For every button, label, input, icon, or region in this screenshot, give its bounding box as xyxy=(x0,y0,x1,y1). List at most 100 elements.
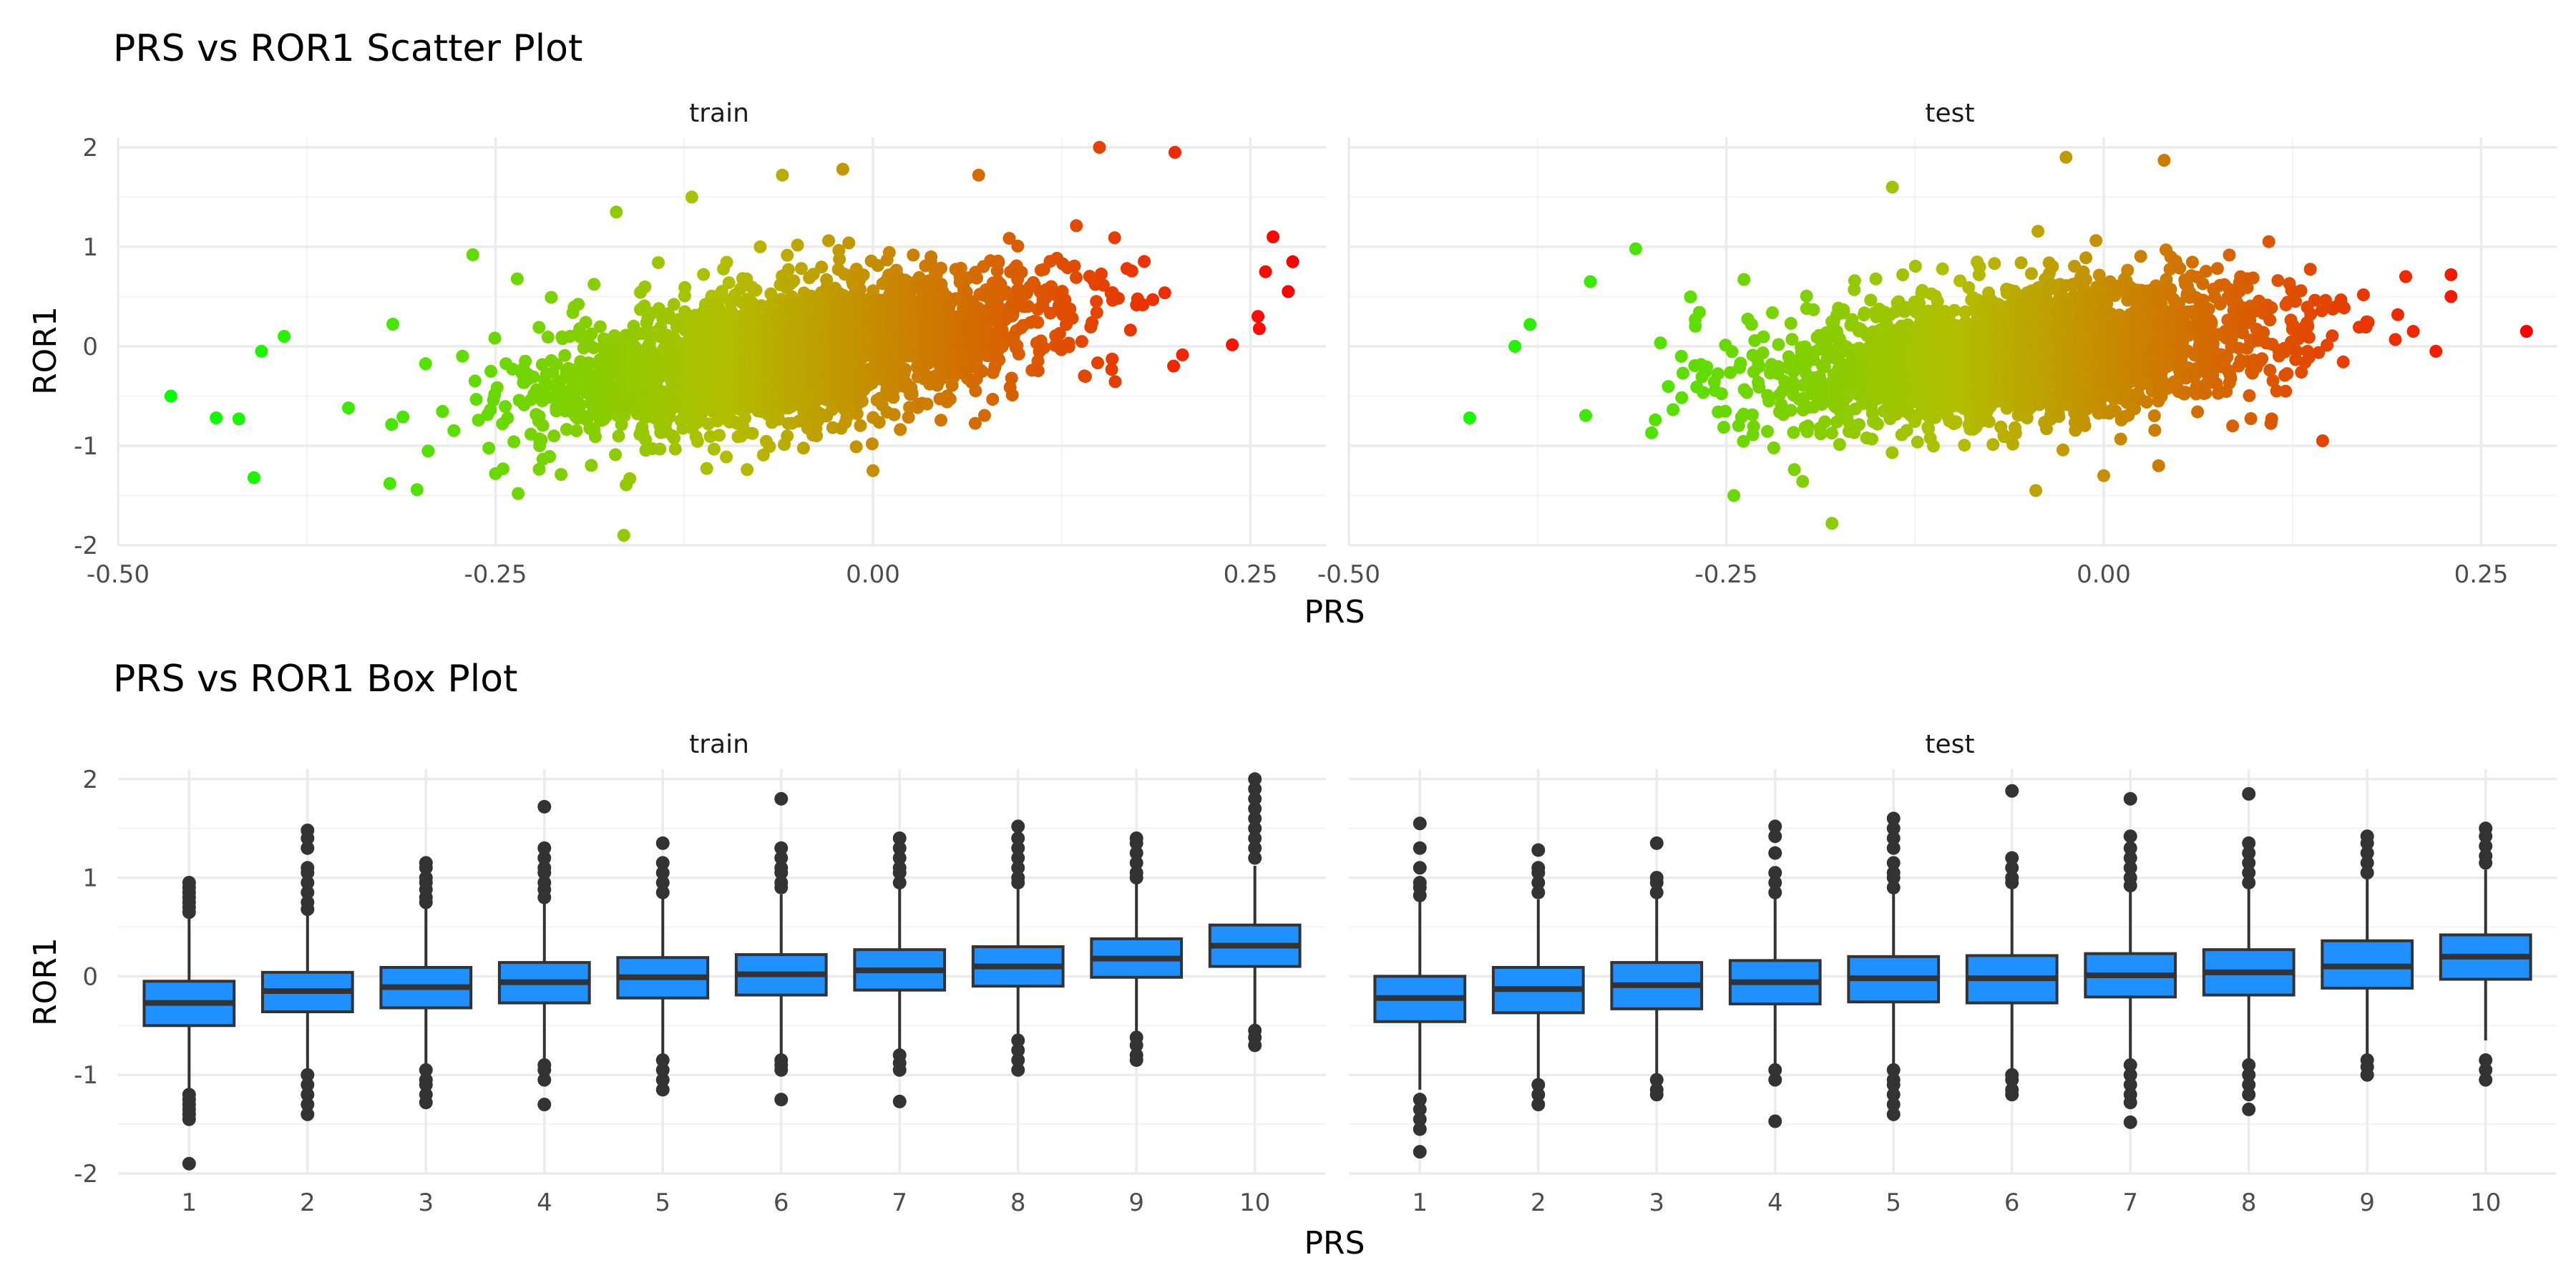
scatter-point xyxy=(507,435,521,449)
scatter-point xyxy=(496,462,509,476)
scatter-point xyxy=(1719,404,1732,418)
scatter-point xyxy=(585,327,598,341)
scatter-point xyxy=(1837,303,1850,316)
scatter-point xyxy=(532,462,546,476)
scatter-point xyxy=(796,441,810,455)
scatter-point xyxy=(970,271,983,285)
scatter-strip-train: train xyxy=(689,99,749,128)
scatter-point xyxy=(668,442,682,456)
scatter-point xyxy=(579,316,592,329)
y-tick-label: -1 xyxy=(74,432,98,461)
scatter-point xyxy=(2009,426,2022,440)
scatter-point xyxy=(617,529,630,542)
x-tick-label: -0.25 xyxy=(1695,560,1758,589)
scatter-point xyxy=(589,430,602,444)
scatter-point xyxy=(1740,386,1754,399)
scatter-point xyxy=(1927,439,1940,453)
scatter-point xyxy=(550,358,563,371)
scatter-point xyxy=(1629,242,1642,255)
scatter-point xyxy=(572,298,585,311)
scatter-point xyxy=(992,353,1006,366)
scatter-point xyxy=(943,392,957,406)
scatter-point xyxy=(1869,272,1883,286)
scatter-point xyxy=(882,245,896,259)
scatter-point xyxy=(1684,290,1697,303)
scatter-point xyxy=(1958,439,1971,452)
scatter-point xyxy=(1752,360,1766,374)
scatter-point xyxy=(342,401,355,415)
scatter-point xyxy=(570,424,583,437)
scatter-point xyxy=(535,433,548,447)
scatter-point xyxy=(898,363,912,376)
scatter-point xyxy=(1756,346,1770,360)
scatter-point xyxy=(1982,415,1996,429)
scatter-point xyxy=(2052,410,2066,423)
scatter-point xyxy=(1986,438,2000,452)
scatter-point xyxy=(468,374,482,388)
scatter-point xyxy=(1908,260,1922,273)
scatter-point xyxy=(1070,270,1083,284)
scatter-point xyxy=(555,468,568,482)
scatter-point xyxy=(593,320,607,333)
scatter-point xyxy=(1176,348,1189,361)
scatter-point xyxy=(1062,336,1075,350)
scatter-point xyxy=(512,487,525,500)
scatter-point xyxy=(210,411,223,424)
scatter-point xyxy=(1761,424,1774,438)
scatter-point xyxy=(1692,306,1706,319)
scatter-point xyxy=(857,268,870,282)
scatter-point xyxy=(1865,432,1878,446)
scatter-point xyxy=(1012,347,1025,361)
scatter-point xyxy=(1065,311,1079,325)
scatter-point xyxy=(545,291,558,304)
scatter-chart-title: PRS vs ROR1 Scatter Plot xyxy=(113,27,582,70)
scatter-point xyxy=(781,429,794,443)
scatter-point xyxy=(527,370,540,384)
scatter-point xyxy=(1463,411,1476,424)
scatter-point xyxy=(1911,435,1924,449)
scatter-point xyxy=(1784,404,1797,417)
scatter-point xyxy=(781,263,795,276)
scatter-point xyxy=(1138,255,1151,268)
scatter-point xyxy=(707,442,721,456)
scatter-point xyxy=(510,272,524,286)
scatter-point xyxy=(746,426,759,440)
scatter-point xyxy=(2114,432,2127,446)
scatter-point xyxy=(1167,359,1181,373)
scatter-point xyxy=(1108,231,1121,245)
scatter-point xyxy=(410,483,424,497)
scatter-point xyxy=(1169,145,1181,159)
scatter-point xyxy=(776,168,789,182)
scatter-point xyxy=(499,400,512,414)
scatter-point xyxy=(720,255,733,269)
scatter-point xyxy=(836,162,849,176)
scatter-point xyxy=(1106,352,1119,366)
scatter-point xyxy=(612,429,625,443)
scatter-point xyxy=(815,260,829,274)
scatter-point xyxy=(2014,256,2028,270)
scatter-point xyxy=(1523,318,1537,331)
scatter-point xyxy=(1158,286,1171,300)
scatter-point xyxy=(1700,360,1714,374)
scatter-point xyxy=(1078,370,1092,384)
scatter-point xyxy=(1949,415,1963,429)
scatter-point xyxy=(232,412,245,426)
scatter-point xyxy=(1870,417,1884,431)
scatter-point xyxy=(587,278,601,291)
scatter-point xyxy=(2191,405,2205,419)
scatter-point xyxy=(1005,389,1019,401)
scatter-point xyxy=(1252,310,1264,323)
scatter-point xyxy=(920,397,934,411)
x-tick-label: -0.50 xyxy=(1317,560,1380,589)
scatter-point xyxy=(1123,323,1137,337)
scatter-point xyxy=(855,394,869,408)
scatter-point xyxy=(488,331,502,345)
scatter-point xyxy=(653,442,667,456)
scatter-point xyxy=(2029,484,2043,497)
scatter-point xyxy=(894,423,907,436)
scatter-point xyxy=(490,381,504,394)
scatter-point xyxy=(585,459,598,472)
scatter-point xyxy=(986,393,1000,406)
scatter-point xyxy=(668,431,681,445)
